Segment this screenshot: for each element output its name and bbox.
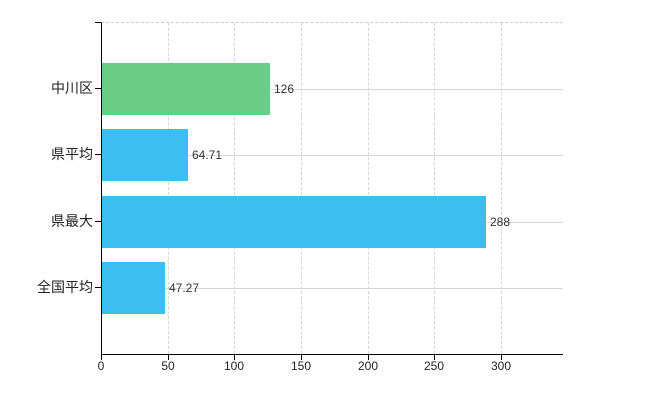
value-label: 64.71 bbox=[192, 148, 223, 162]
gridline-vertical bbox=[368, 23, 369, 354]
gridline-vertical bbox=[434, 23, 435, 354]
value-label: 288 bbox=[490, 215, 511, 229]
bar bbox=[102, 63, 270, 115]
value-label: 126 bbox=[274, 82, 295, 96]
gridline-horizontal bbox=[102, 89, 563, 90]
category-label: 県平均 bbox=[51, 146, 93, 162]
category-label: 中川区 bbox=[51, 80, 93, 96]
x-tick-label: 100 bbox=[223, 359, 245, 373]
x-tick-label: 50 bbox=[161, 359, 175, 373]
x-axis-tick bbox=[101, 354, 102, 360]
x-tick-label: 200 bbox=[357, 359, 379, 373]
x-axis-tick bbox=[234, 354, 235, 360]
value-label: 47.27 bbox=[169, 281, 200, 295]
y-axis-tick bbox=[95, 154, 101, 155]
bar bbox=[102, 196, 486, 248]
x-tick-label: 150 bbox=[290, 359, 312, 373]
bar bbox=[102, 262, 165, 314]
category-label: 県最大 bbox=[51, 213, 93, 229]
y-axis-tick bbox=[95, 287, 101, 288]
x-tick-label: 250 bbox=[423, 359, 445, 373]
y-axis-tick bbox=[95, 22, 101, 23]
x-axis-tick bbox=[301, 354, 302, 360]
gridline-vertical bbox=[501, 23, 502, 354]
gridline-horizontal bbox=[102, 155, 563, 156]
bar bbox=[102, 129, 188, 181]
y-axis-tick bbox=[95, 88, 101, 89]
gridline-vertical bbox=[234, 23, 235, 354]
y-axis-tick bbox=[95, 221, 101, 222]
x-axis-tick bbox=[168, 354, 169, 360]
x-axis-tick bbox=[368, 354, 369, 360]
x-axis-tick bbox=[434, 354, 435, 360]
gridline-horizontal bbox=[102, 288, 563, 289]
gridline-vertical bbox=[168, 23, 169, 354]
x-tick-label: 0 bbox=[97, 359, 105, 373]
gridline-vertical bbox=[301, 23, 302, 354]
plot-area: 126 64.71 288 47.27 bbox=[101, 22, 563, 355]
x-axis-tick bbox=[501, 354, 502, 360]
category-label: 全国平均 bbox=[37, 279, 93, 295]
x-tick-label: 300 bbox=[490, 359, 512, 373]
